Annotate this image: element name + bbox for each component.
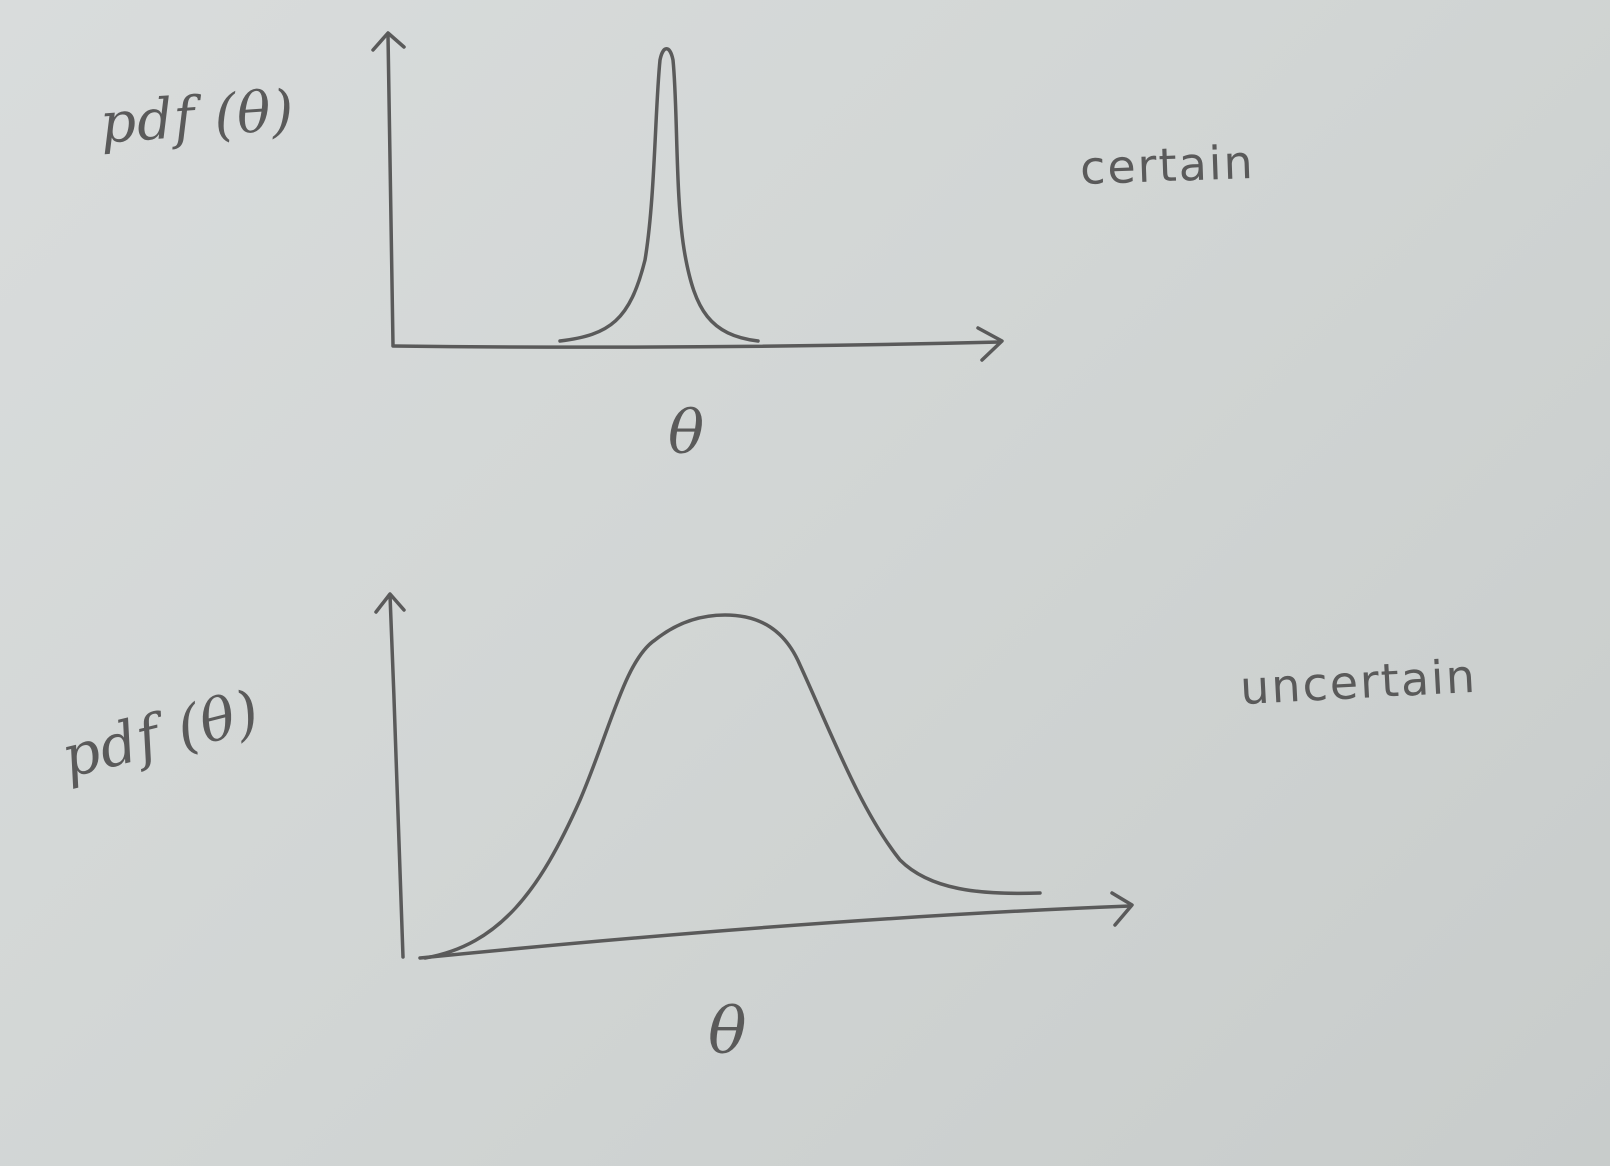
bottom-x-axis xyxy=(418,904,1132,960)
top-x-axis xyxy=(391,340,1002,349)
bottom-y-axis xyxy=(388,593,405,959)
top-x-axis-label: θ xyxy=(668,398,706,468)
top-note-certain: certain xyxy=(1079,134,1256,196)
bottom-x-axis-label: θ xyxy=(708,995,748,1069)
top-panel xyxy=(371,31,1004,362)
top-x-axis-arrowhead xyxy=(976,326,1004,362)
top-y-axis-label: pdf (θ) xyxy=(97,78,297,157)
top-y-axis-arrowhead xyxy=(371,31,406,52)
top-pdf-curve-narrow-peak xyxy=(558,47,760,343)
top-y-axis xyxy=(386,33,395,347)
bottom-panel xyxy=(374,592,1134,960)
bottom-pdf-curve-wide-hump xyxy=(423,613,1042,960)
bottom-y-axis-arrowhead xyxy=(374,592,406,614)
bottom-x-axis-arrowhead xyxy=(1110,891,1134,927)
